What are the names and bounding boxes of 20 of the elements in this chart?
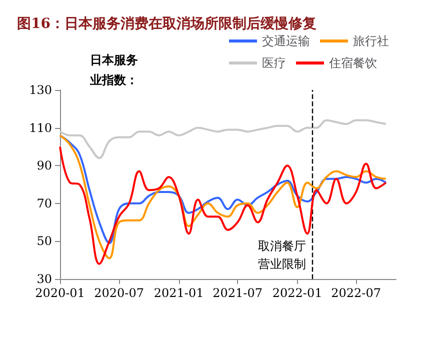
x-tick-label: 2021-07 — [212, 286, 263, 300]
line-series — [59, 119, 387, 160]
legend-label: 旅行社 — [353, 34, 389, 48]
y-axis-title: 日本服务业指数： — [89, 53, 138, 87]
x-tick-label: 2022-07 — [331, 286, 382, 300]
y-tick-label: 30 — [36, 272, 52, 286]
y-tick-label: 130 — [29, 83, 52, 97]
legend-label: 住宿餐饮 — [328, 56, 377, 70]
y-tick-label: 110 — [29, 120, 52, 135]
chart-title: 图16：日本服务消费在取消场所限制后缓慢修复 — [17, 15, 316, 32]
legend-label: 交通运输 — [262, 34, 310, 48]
legend-label: 医疗 — [262, 56, 286, 70]
x-tick-label: 2022-01 — [272, 286, 322, 300]
x-tick-label: 2021-01 — [154, 286, 204, 300]
y-tick-label: 50 — [36, 234, 52, 248]
x-tick-label: 2020-01 — [35, 286, 85, 300]
x-tick-label: 2020-07 — [94, 286, 144, 300]
ref-line-label: 取消餐厅营业限制 — [258, 239, 306, 271]
y-tick-label: 70 — [36, 196, 52, 210]
y-tick-label: 90 — [36, 158, 52, 173]
